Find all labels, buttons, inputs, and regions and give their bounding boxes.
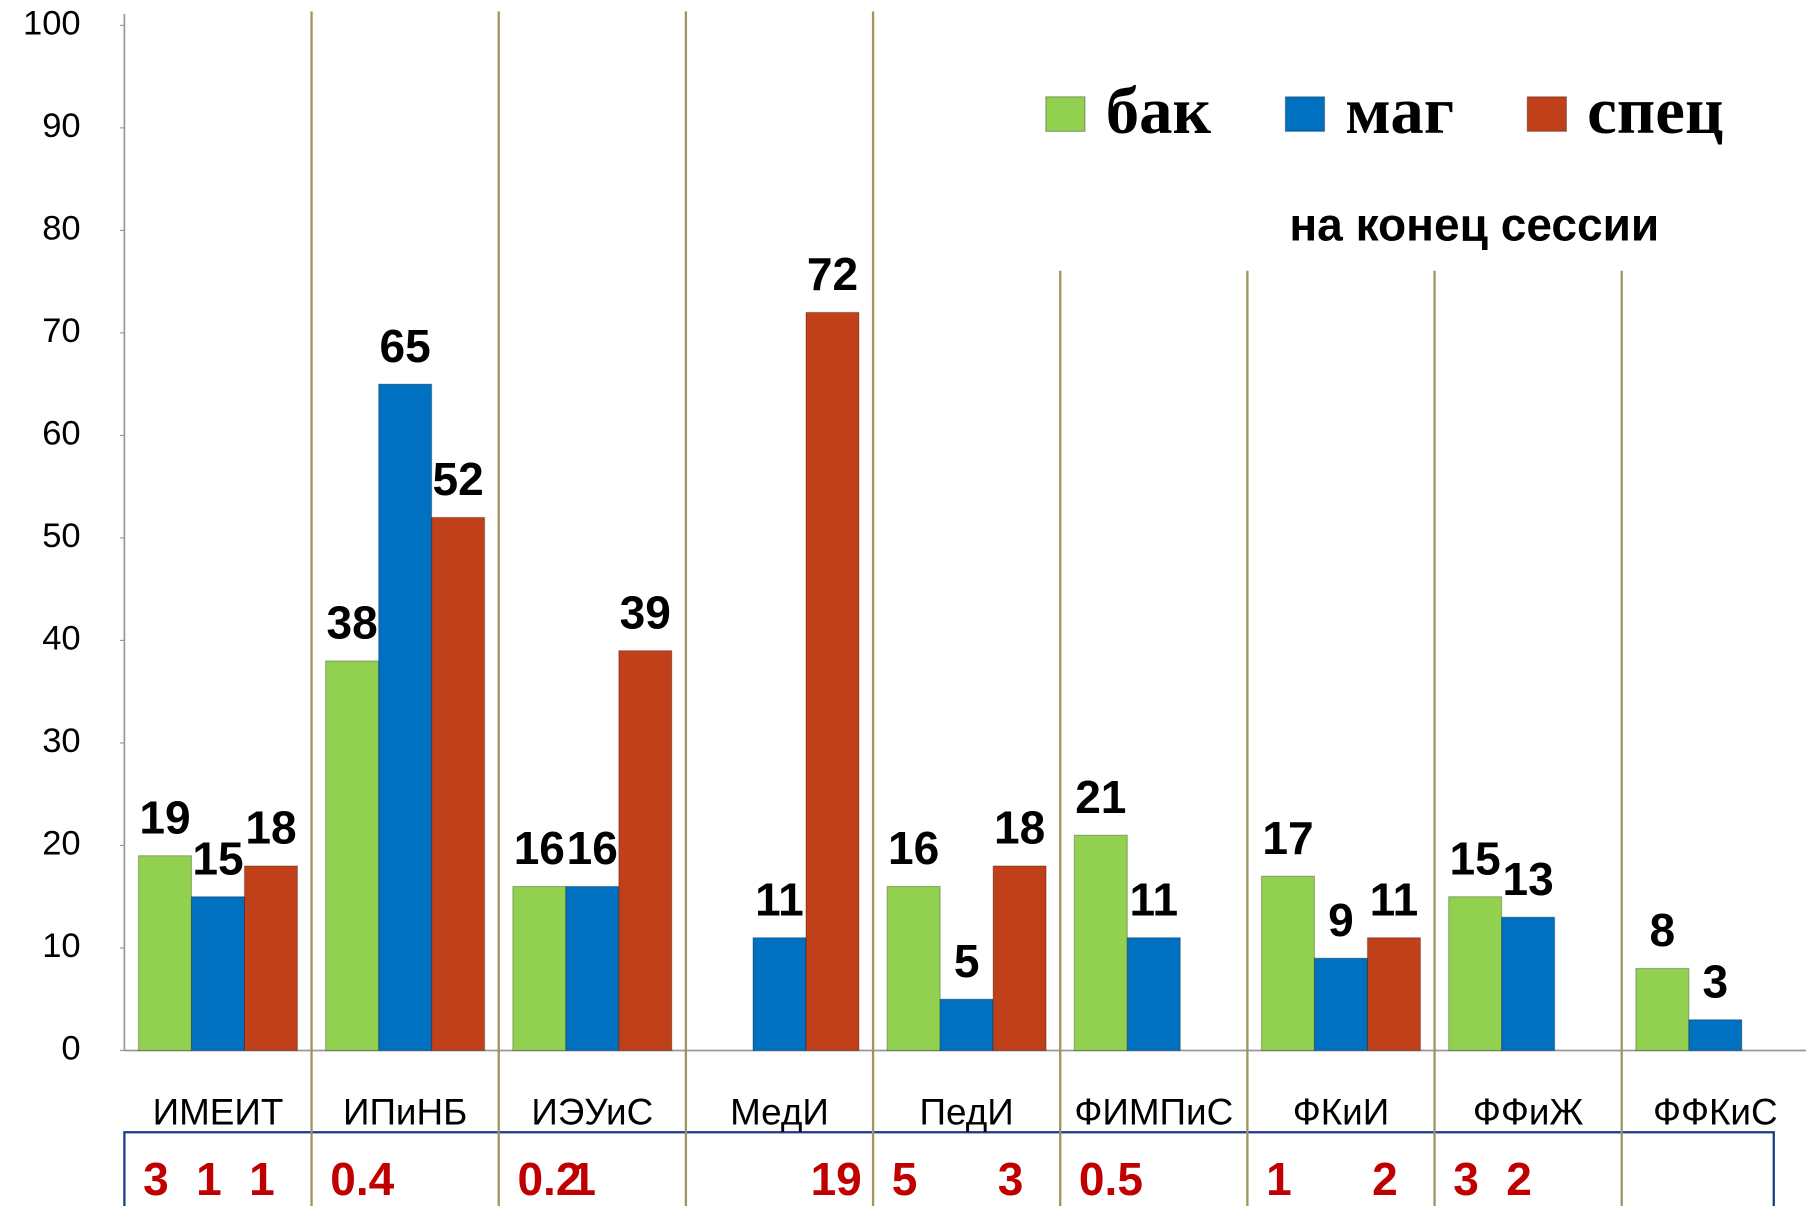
x-tick-label: ФКиИ [1293, 1092, 1390, 1133]
bottom-box [123, 1131, 1775, 1206]
bottom-value: 3 [1453, 1153, 1479, 1205]
y-tick-label: 90 [42, 107, 80, 145]
bar [1073, 834, 1128, 1052]
legend-label: бак [1106, 74, 1212, 148]
y-tick-label: 60 [42, 415, 80, 453]
legend-swatch [1045, 96, 1086, 132]
legend-label: спец [1587, 74, 1723, 148]
bar [325, 660, 380, 1052]
bar [565, 885, 620, 1052]
x-tick-label: ФФиЖ [1473, 1092, 1584, 1133]
legend-label: маг [1345, 74, 1454, 148]
value-label: 21 [1075, 771, 1126, 823]
x-tick-label: ИМЕИТ [153, 1092, 284, 1133]
value-label: 16 [567, 822, 618, 874]
bar [1366, 937, 1422, 1052]
bottom-value: 0.2 [517, 1153, 581, 1205]
y-tick-label: 70 [42, 312, 80, 350]
x-tick-label: ПедИ [920, 1092, 1014, 1133]
value-label: 15 [1450, 832, 1501, 884]
bottom-value: 1 [249, 1153, 275, 1205]
value-label: 13 [1503, 853, 1554, 905]
bottom-value: 3 [143, 1153, 169, 1205]
y-tick-label: 40 [42, 620, 80, 658]
value-label: 17 [1262, 812, 1313, 864]
y-tick-label: 100 [23, 5, 81, 43]
bottom-value: 19 [811, 1153, 862, 1205]
value-label: 11 [1129, 873, 1178, 925]
bar [805, 311, 860, 1052]
value-label: 5 [954, 935, 980, 987]
y-tick-label: 80 [42, 210, 80, 248]
value-label: 38 [327, 597, 378, 649]
value-label: 9 [1328, 894, 1354, 946]
x-tick-label: ИПиНБ [343, 1092, 467, 1133]
bar [512, 885, 567, 1052]
value-label: 18 [245, 802, 296, 854]
value-label: 52 [432, 453, 483, 505]
value-label: 11 [755, 873, 804, 925]
bar [378, 383, 433, 1052]
value-label: 16 [888, 822, 939, 874]
value-label: 11 [1370, 873, 1419, 925]
value-label: 65 [380, 320, 431, 372]
y-tick-label: 0 [61, 1030, 80, 1068]
bar [243, 865, 299, 1052]
bottom-value: 0.5 [1079, 1153, 1143, 1205]
value-label: 16 [514, 822, 565, 874]
bar [886, 885, 941, 1052]
value-label: 15 [192, 832, 243, 884]
x-tick-label: ИЭУиС [531, 1092, 653, 1133]
value-label: 72 [807, 248, 858, 300]
bar [752, 937, 807, 1052]
bar [1501, 916, 1556, 1052]
annotation: на конец сессии [1289, 198, 1659, 250]
value-label: 18 [994, 802, 1045, 854]
bottom-value: 5 [892, 1153, 918, 1205]
bar [1448, 896, 1503, 1052]
bottom-value: 1 [1266, 1153, 1292, 1205]
bar [618, 650, 673, 1052]
value-label: 19 [139, 791, 190, 843]
y-tick-label: 30 [42, 722, 80, 760]
bar [1313, 957, 1369, 1052]
bottom-value: 1 [196, 1153, 222, 1205]
value-label: 3 [1702, 955, 1728, 1007]
legend-swatch [1284, 96, 1326, 132]
x-tick-label: ФФКиС [1653, 1092, 1778, 1133]
bottom-value: 1 [570, 1153, 596, 1205]
y-tick-label: 50 [42, 517, 80, 555]
bar [939, 998, 994, 1052]
bottom-value: 2 [1372, 1153, 1398, 1205]
bar [190, 896, 246, 1052]
x-tick-label: ФИМПиС [1074, 1092, 1233, 1133]
bar [137, 855, 193, 1052]
bar [1635, 967, 1690, 1052]
bar [431, 516, 486, 1052]
bar [1260, 875, 1316, 1052]
bottom-value: 0.4 [330, 1153, 394, 1205]
value-label: 39 [620, 586, 671, 638]
bar [992, 865, 1047, 1052]
bottom-value: 3 [998, 1153, 1024, 1205]
y-tick-label: 10 [42, 927, 80, 965]
bar [1688, 1019, 1743, 1052]
x-tick-label: МедИ [730, 1092, 829, 1133]
y-tick-label: 20 [42, 825, 80, 863]
bottom-value: 2 [1506, 1153, 1532, 1205]
value-label: 8 [1650, 904, 1676, 956]
bar [1126, 937, 1181, 1052]
legend-swatch [1526, 96, 1568, 132]
